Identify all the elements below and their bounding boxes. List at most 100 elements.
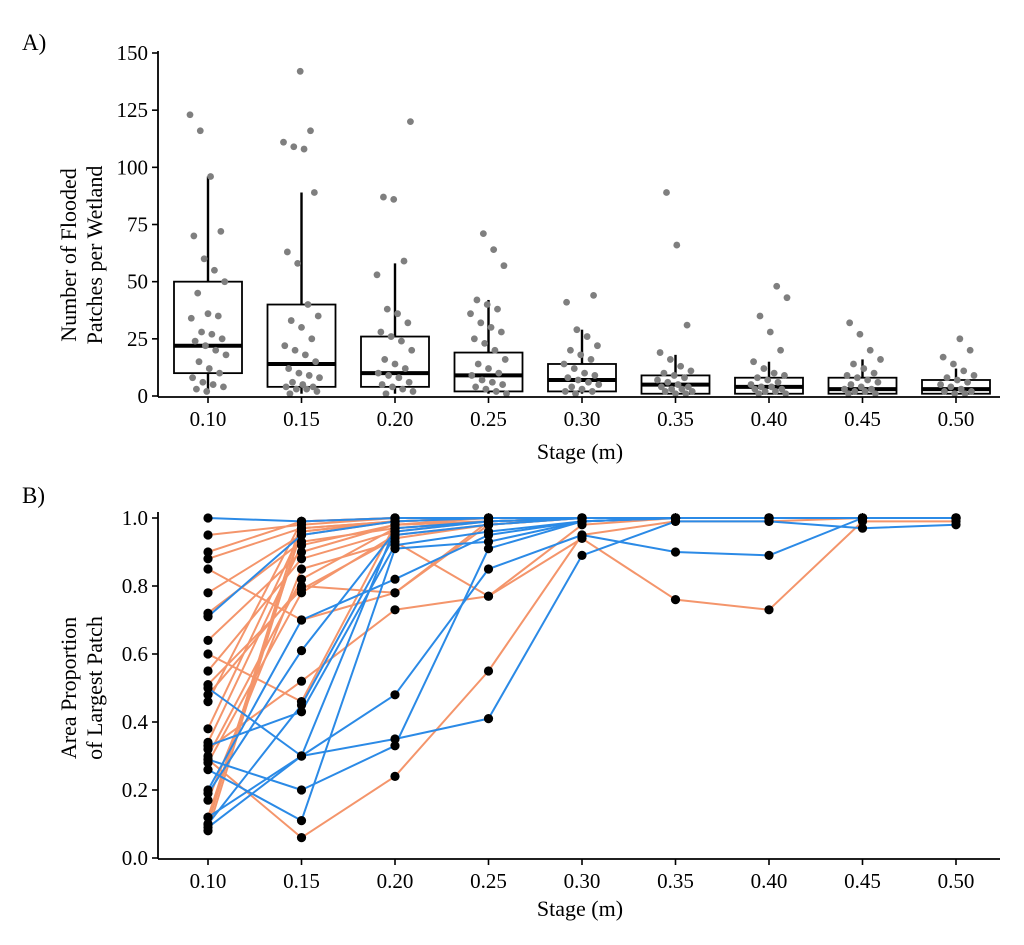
jitter-point [200, 255, 208, 263]
jitter-point [672, 390, 679, 398]
jitter-point [681, 374, 688, 382]
x-tick-label: 0.10 [190, 407, 227, 431]
data-point [483, 530, 494, 540]
jitter-point [953, 376, 961, 384]
jitter-point [381, 356, 389, 363]
jitter-point [772, 388, 779, 395]
data-point [390, 588, 400, 598]
jitter-point [483, 301, 491, 308]
jitter-point [389, 383, 396, 391]
data-point [203, 554, 213, 564]
jitter-point [587, 356, 595, 363]
jitter-point [861, 388, 869, 395]
jitter-point [282, 383, 290, 391]
jitter-point [781, 372, 788, 379]
jitter-point [404, 319, 412, 327]
jitter-point [497, 328, 505, 336]
jitter-point [850, 360, 857, 368]
jitter-point [957, 385, 965, 393]
jitter-point [373, 271, 381, 279]
panel-b-axes: 0.0 0.2 0.4 0.6 0.8 1.0 0.10 0.15 0.20 0.25 0.30 0.… [122, 506, 1000, 893]
jitter-point [387, 333, 395, 340]
x-tick-label: 0.45 [844, 869, 881, 893]
jitter-point [564, 374, 572, 382]
jitter-point [298, 324, 305, 331]
jitter-point [190, 232, 198, 240]
jitter-point [750, 358, 757, 366]
jitter-point [409, 388, 417, 395]
panel-a-x-axis-label: Stage (m) [537, 439, 623, 464]
box-iqr [173, 280, 243, 375]
data-point [390, 734, 400, 744]
jitter-point [684, 383, 692, 391]
jitter-point [947, 383, 955, 391]
y-tick-label: 0.8 [122, 574, 148, 598]
jitter-point [400, 257, 408, 265]
data-point [483, 591, 494, 601]
data-point [203, 741, 213, 751]
jitter-point [187, 314, 195, 322]
jitter-point [682, 390, 690, 398]
jitter-point [398, 337, 405, 345]
jitter-point [757, 383, 765, 391]
jitter-point [856, 330, 864, 338]
panel-b-label: B) [22, 483, 45, 508]
jitter-point [588, 388, 596, 395]
panel-b-points [203, 513, 961, 843]
data-point [203, 754, 213, 765]
data-point [296, 547, 307, 557]
y-tick-label: 25 [127, 327, 148, 351]
jitter-point [378, 381, 386, 388]
jitter-point [677, 362, 685, 370]
jitter-point [577, 351, 585, 359]
x-tick-label: 0.50 [938, 407, 975, 431]
panel-a-boxes [173, 176, 991, 395]
x-tick-label: 0.25 [470, 869, 507, 893]
jitter-point [294, 259, 302, 267]
jitter-point [408, 346, 416, 354]
jitter-point [560, 360, 568, 368]
y-tick-label: 0.6 [122, 642, 148, 666]
data-point [857, 523, 868, 533]
jitter-point [199, 378, 207, 386]
data-point [203, 812, 213, 822]
jitter-point [866, 346, 874, 354]
jitter-point [193, 385, 200, 393]
data-point [951, 513, 961, 523]
jitter-point [394, 310, 401, 318]
jitter-point [308, 335, 316, 343]
jitter-point [218, 335, 226, 343]
panel-b-y-label-line-1: Area Proportion [56, 617, 81, 759]
data-point [390, 540, 400, 550]
jitter-point [303, 385, 311, 393]
panel-a-y-axis-label: Number of Flooded Patches per Wetland [56, 166, 107, 345]
panel-a-axes: 0 25 50 75 100 125 150 0.10 0.15 0.20 0.25 0.30 0.35… [117, 41, 1000, 431]
box-iqr [453, 351, 524, 393]
jitter-point [482, 385, 490, 393]
x-tick-label: 0.45 [844, 407, 881, 431]
jitter-point [766, 328, 774, 336]
jitter-point [778, 385, 786, 393]
jitter-point [300, 145, 308, 153]
jitter-point [380, 193, 387, 201]
data-point [296, 516, 307, 527]
jitter-point [217, 227, 225, 235]
x-tick-label: 0.40 [751, 407, 788, 431]
jitter-point [316, 374, 323, 382]
data-point [483, 666, 494, 676]
data-point [857, 513, 868, 523]
data-point [577, 550, 587, 561]
data-point [296, 523, 307, 533]
data-point [390, 690, 400, 700]
jitter-point [295, 369, 303, 377]
jitter-point [688, 388, 696, 395]
jitter-point [590, 291, 597, 299]
jitter-point [289, 378, 296, 386]
panel-a-points [186, 67, 978, 398]
jitter-point [468, 372, 476, 379]
jitter-point [657, 383, 665, 391]
jitter-point [500, 262, 508, 270]
data-point [203, 635, 213, 646]
data-point [296, 530, 307, 540]
x-tick-label: 0.15 [283, 869, 320, 893]
